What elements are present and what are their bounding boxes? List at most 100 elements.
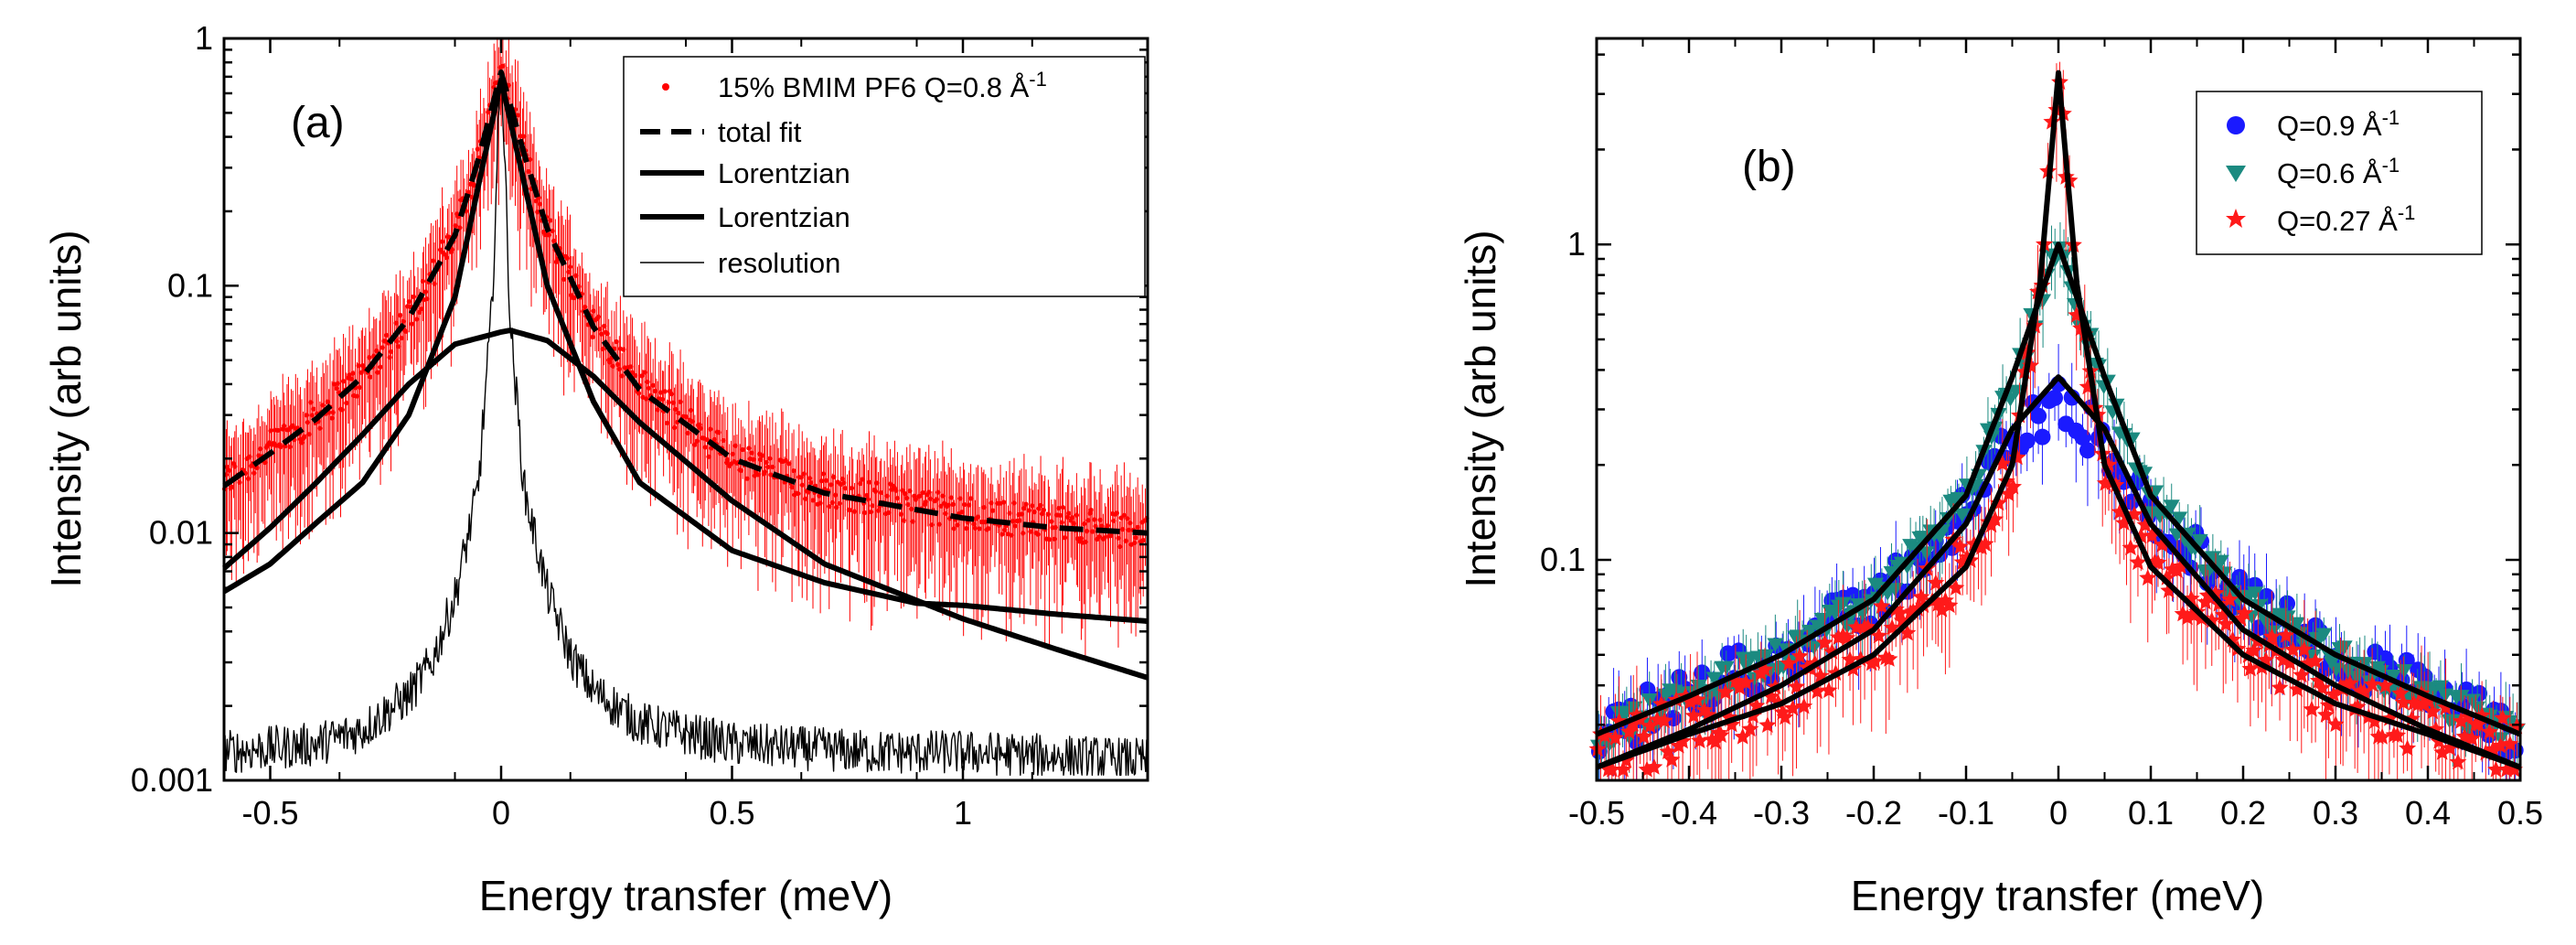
data-point: [2449, 753, 2467, 770]
data-point: [1069, 515, 1075, 521]
data-point: [1820, 682, 1838, 698]
data-point: [672, 424, 678, 431]
data-point: [2115, 513, 2133, 531]
data-point: [791, 467, 796, 474]
data-point: [1976, 534, 1994, 552]
data-point: [1891, 604, 1909, 621]
panel-b-axes: 0.1 1 -0.5 -0.4 -0.3 -0.2 -0.1 0 0.1 0.2 0.3 0.4 0.5: [1540, 38, 2543, 832]
data-point: [356, 363, 361, 369]
data-point: [414, 317, 420, 322]
data-point: [329, 415, 335, 421]
data-point: [368, 374, 373, 380]
data-point: [1748, 696, 1766, 714]
data-point: [948, 495, 954, 500]
data-point: [275, 427, 281, 433]
data-point: [1912, 587, 1930, 605]
data-point: [2319, 696, 2337, 714]
data-point: [1940, 596, 1959, 614]
data-point: [917, 493, 923, 499]
data-point: [827, 504, 832, 510]
data-point: [287, 444, 293, 450]
data-point: [1052, 536, 1057, 542]
data-point: [2241, 660, 2260, 677]
data-point: [500, 63, 506, 69]
data-point: [302, 434, 307, 439]
data-point: [1947, 578, 1965, 596]
data-point: [2366, 712, 2384, 729]
data-point: [465, 189, 472, 195]
series-line-fit-q-0-27: [1596, 70, 2521, 770]
data-point: [796, 490, 801, 497]
data-point: [2317, 705, 2335, 723]
data-point: [659, 396, 666, 403]
data-point: [2203, 611, 2221, 628]
data-point: [1756, 660, 1774, 678]
legend-label: total fit: [718, 116, 802, 148]
data-point: [590, 334, 595, 340]
data-point: [2220, 590, 2239, 607]
data-point: [2079, 378, 2097, 395]
data-point: [878, 489, 884, 496]
series-line-total-fit: [222, 69, 1149, 536]
data-point: [2389, 726, 2407, 744]
data-point: [396, 344, 401, 349]
data-point: [886, 510, 892, 515]
data-point: [951, 526, 957, 532]
data-point: [1684, 706, 1703, 724]
data-point: [2144, 506, 2162, 521]
data-point: [650, 382, 656, 388]
data-point: [1009, 532, 1014, 538]
data-point: [861, 510, 868, 516]
panel-b-y-tick-label: 1: [1567, 225, 1586, 263]
panel-b-y-tick-label: 0.1: [1540, 541, 1586, 578]
data-point: [986, 526, 991, 532]
data-point: [437, 247, 444, 252]
data-point: [818, 478, 825, 484]
legend-marker-teal-triangle: [2226, 166, 2246, 182]
data-point: [999, 532, 1005, 537]
data-point: [1673, 732, 1692, 749]
data-point: [2197, 593, 2215, 610]
legend-entry-q027: Q=0.27 Å-1: [2226, 201, 2415, 237]
data-point: [2391, 684, 2410, 702]
panel-b-label: (b): [1742, 143, 1796, 191]
data-point: [2326, 715, 2345, 733]
data-point: [1887, 600, 1905, 617]
data-point: [393, 320, 399, 326]
data-point: [475, 146, 480, 152]
data-point: [831, 474, 837, 479]
data-point: [1603, 760, 1621, 778]
data-point: [692, 442, 698, 447]
data-point: [1028, 529, 1033, 534]
data-point: [339, 407, 345, 413]
data-point: [424, 296, 430, 302]
data-point: [2136, 516, 2154, 533]
data-point: [2315, 628, 2333, 642]
data-point: [968, 496, 974, 501]
data-point: [2047, 389, 2064, 406]
data-point: [2427, 720, 2445, 737]
data-point: [537, 201, 543, 207]
data-point: [767, 456, 773, 461]
data-point: [768, 472, 774, 478]
data-point: [2204, 551, 2221, 565]
data-point: [602, 323, 607, 329]
data-point: [406, 299, 412, 305]
data-point: [2178, 608, 2197, 626]
data-point: [633, 372, 638, 379]
data-point: [278, 444, 283, 450]
data-point: [409, 321, 414, 327]
data-point: [1617, 751, 1635, 768]
data-point: [1133, 535, 1138, 541]
legend-marker-blue-circle: [2227, 116, 2245, 134]
data-point: [1655, 712, 1673, 729]
panel-a-x-tick-label: 0.5: [709, 794, 754, 832]
data-point: [858, 481, 863, 487]
data-point: [1705, 671, 1723, 686]
data-point: [311, 406, 316, 412]
panel-a-x-axis-label: Energy transfer (meV): [479, 872, 893, 919]
data-point: [1059, 520, 1064, 525]
panel-a-series: [221, 38, 1149, 776]
data-point: [2437, 698, 2454, 715]
